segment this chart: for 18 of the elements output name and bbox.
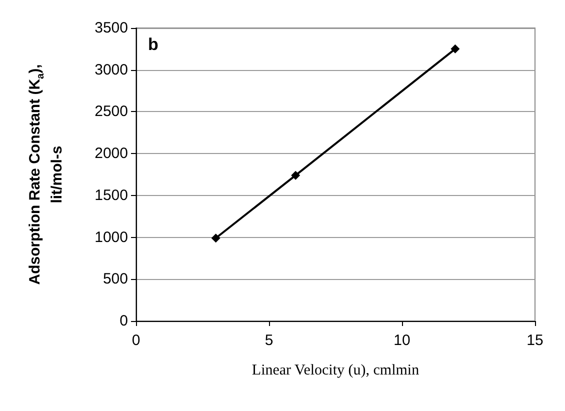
y-tick-label: 3500 (94, 20, 128, 36)
x-axis-title: Linear Velocity (u), cmlmin (252, 362, 420, 378)
point (291, 170, 300, 180)
text: Adsorption Rate Constant (Ka), lit/mol-s (26, 64, 66, 285)
x-tick-label: 15 (526, 332, 544, 349)
annotation: b (148, 35, 158, 54)
x-tick-label: 10 (394, 332, 410, 349)
point (211, 234, 220, 243)
y-tick-label: 1000 (94, 228, 128, 246)
y-tick-label: 1500 (94, 186, 128, 204)
y-tick-label: 3000 (94, 61, 128, 78)
y-tick-label: 2000 (94, 145, 128, 162)
y-tick-label: 2500 (94, 103, 128, 120)
x-tick-label: 0 (132, 332, 140, 349)
point (450, 44, 460, 54)
y-tick-label: 0 (120, 312, 128, 330)
x-tick-label: 5 (264, 332, 274, 349)
y-tick-label: 500 (102, 270, 128, 288)
